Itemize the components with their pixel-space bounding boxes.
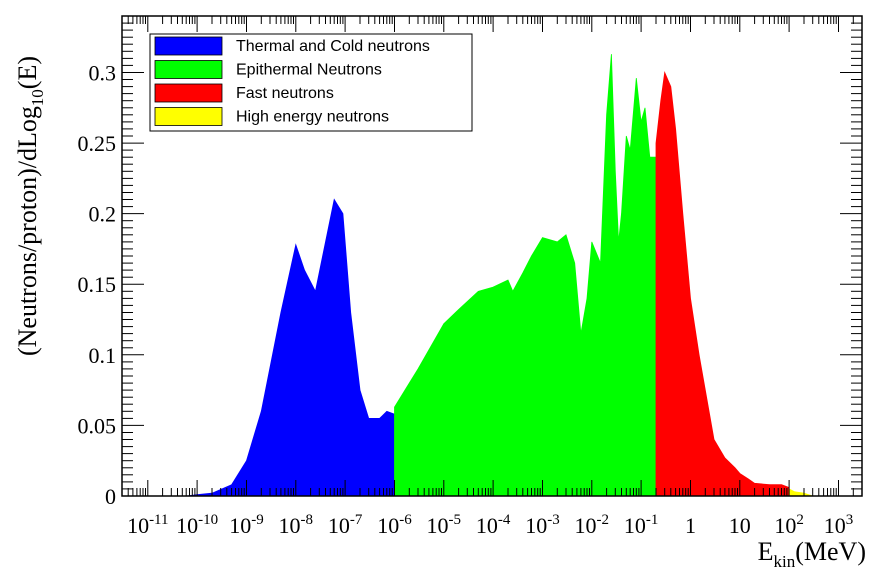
y-tick-labels: 0 0.05 0.1 0.15 0.2 0.25 0.3 bbox=[78, 60, 117, 509]
x-tick-label: 10-9 bbox=[229, 512, 264, 538]
x-tick-exponent: -3 bbox=[547, 512, 560, 528]
area-fast-neutrons bbox=[655, 71, 790, 497]
legend-label-high-energy-neutrons: High energy neutrons bbox=[236, 109, 389, 126]
x-axis-title-main: E bbox=[758, 537, 774, 566]
x-tick-label: 10-1 bbox=[624, 512, 659, 538]
x-tick-base: 10 bbox=[279, 513, 301, 538]
x-tick-base: 10 bbox=[774, 513, 796, 538]
x-tick-base: 10 bbox=[525, 513, 547, 538]
x-tick-base: 10 bbox=[624, 513, 646, 538]
x-tick-label: 1 bbox=[685, 513, 696, 538]
y-tick-label: 0.05 bbox=[78, 413, 117, 438]
x-tick-exponent: -9 bbox=[251, 512, 264, 528]
x-tick-exponent: -1 bbox=[646, 512, 659, 528]
y-tick-label: 0.15 bbox=[78, 272, 117, 297]
series-areas bbox=[186, 54, 813, 497]
y-tick-label: 0.25 bbox=[78, 131, 117, 156]
x-tick-label: 10-8 bbox=[279, 512, 314, 538]
legend: Thermal and Cold neutrons Epithermal Neut… bbox=[149, 33, 473, 132]
x-axis-title-unit: (MeV) bbox=[795, 537, 866, 566]
x-tick-label: 10-11 bbox=[127, 512, 168, 538]
x-tick-label: 10-5 bbox=[427, 512, 462, 538]
y-axis-title-subscript: 10 bbox=[28, 89, 47, 106]
x-tick-label: 103 bbox=[824, 512, 854, 538]
y-tick-label: 0.3 bbox=[89, 60, 117, 85]
x-tick-label: 10-2 bbox=[575, 512, 610, 538]
x-tick-exponent: -5 bbox=[449, 512, 462, 528]
x-tick-base: 10 bbox=[229, 513, 251, 538]
x-tick-label: 102 bbox=[774, 512, 804, 538]
x-tick-base: 10 bbox=[176, 513, 198, 538]
x-tick-base: 10 bbox=[729, 513, 751, 538]
x-tick-exponent: 2 bbox=[796, 512, 804, 528]
x-tick-base: 10 bbox=[824, 513, 846, 538]
x-tick-exponent: -8 bbox=[301, 512, 314, 528]
y-axis-title: (Neutrons/proton)/dLog10(E) bbox=[13, 56, 47, 356]
x-tick-exponent: -11 bbox=[149, 512, 168, 528]
y-tick-label: 0.2 bbox=[89, 202, 117, 227]
y-tick-label: 0 bbox=[105, 484, 116, 509]
legend-label-thermal-and-cold-neutrons: Thermal and Cold neutrons bbox=[236, 38, 430, 55]
legend-swatch-high-energy-neutrons bbox=[154, 107, 223, 126]
legend-swatch-epithermal-neutrons bbox=[154, 60, 223, 79]
x-tick-exponent: -6 bbox=[399, 512, 412, 528]
x-tick-label: 10-3 bbox=[525, 512, 560, 538]
x-tick-base: 10 bbox=[328, 513, 350, 538]
legend-swatch-fast-neutrons bbox=[154, 83, 223, 103]
legend-swatch-thermal-and-cold-neutrons bbox=[154, 36, 223, 56]
x-tick-base: 1 bbox=[685, 513, 696, 538]
x-tick-label: 10-7 bbox=[328, 512, 363, 538]
y-axis-title-main: (Neutrons/proton)/dLog bbox=[13, 106, 42, 356]
x-tick-label: 10 bbox=[729, 513, 751, 538]
axis-ticks bbox=[121, 15, 863, 497]
x-axis-title-subscript: kin bbox=[774, 552, 796, 571]
x-tick-label: 10-10 bbox=[176, 512, 218, 538]
x-tick-base: 10 bbox=[476, 513, 498, 538]
x-tick-base: 10 bbox=[377, 513, 399, 538]
x-tick-labels: 10-11 10-10 10-9 10-8 10-7 10-6 10-5 10-4 10-3 10… bbox=[127, 512, 853, 538]
x-tick-exponent: 3 bbox=[846, 512, 854, 528]
x-tick-label: 10-6 bbox=[377, 512, 412, 538]
y-axis-title-suffix: (E) bbox=[13, 56, 42, 89]
legend-label-fast-neutrons: Fast neutrons bbox=[236, 85, 334, 102]
area-epithermal-neutrons bbox=[394, 54, 657, 497]
x-tick-exponent: -7 bbox=[350, 512, 363, 528]
plot-frame bbox=[121, 15, 863, 497]
y-tick-label: 0.1 bbox=[89, 343, 117, 368]
x-tick-exponent: -2 bbox=[597, 512, 610, 528]
x-tick-exponent: -10 bbox=[198, 512, 218, 528]
x-tick-exponent: -4 bbox=[498, 512, 511, 528]
x-axis-title: Ekin(MeV) bbox=[758, 537, 866, 571]
x-tick-base: 10 bbox=[575, 513, 597, 538]
x-tick-base: 10 bbox=[427, 513, 449, 538]
legend-label-epithermal-neutrons: Epithermal Neutrons bbox=[236, 62, 382, 79]
x-tick-base: 10 bbox=[127, 513, 149, 538]
x-tick-label: 10-4 bbox=[476, 512, 511, 538]
area-thermal-and-cold-neutrons bbox=[186, 198, 395, 497]
